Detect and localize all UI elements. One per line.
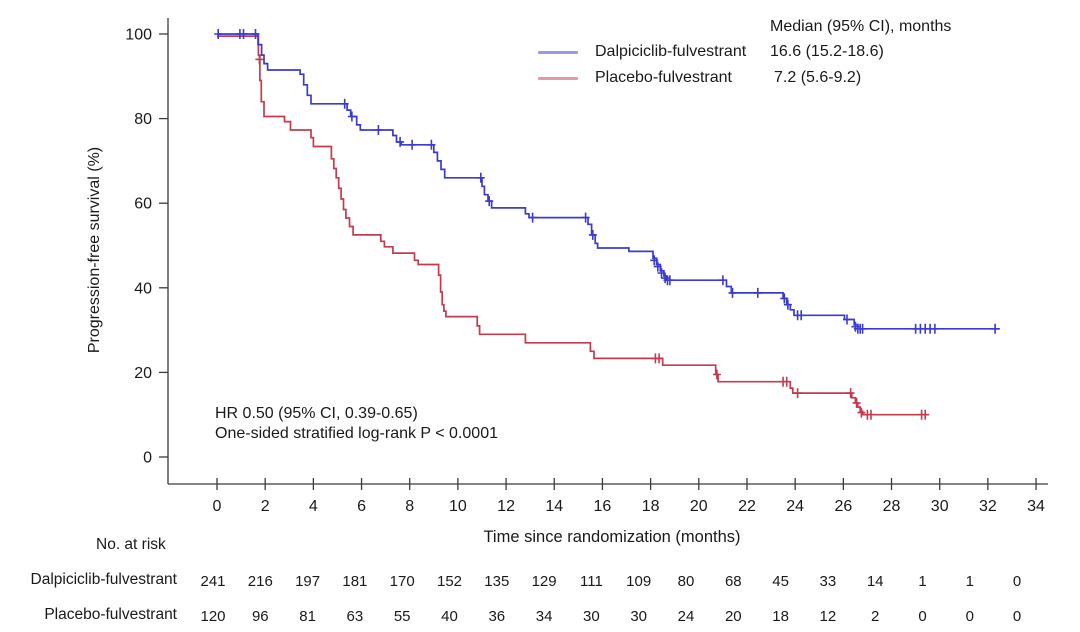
risk-count: 181 [342,573,367,590]
risk-count: 120 [200,608,225,625]
risk-row-label-placebo: Placebo-fulvestrant [44,606,177,623]
legend-median-dalpiciclib: 16.6 (15.2-18.6) [770,43,884,60]
legend-swatch-placebo [538,77,578,80]
legend-median-header: Median (95% CI), months [770,18,952,35]
y-tick-label: 100 [125,27,152,44]
x-tick-label: 4 [309,498,318,515]
x-tick-label: 18 [642,498,660,515]
risk-count: 1 [966,573,974,590]
legend-label-placebo: Placebo-fulvestrant [595,69,732,86]
x-tick-label: 34 [1027,498,1045,515]
risk-count: 0 [966,608,974,625]
censor-marks-dalpiciclib [214,29,1000,334]
risk-count: 12 [820,608,837,625]
x-tick-label: 12 [497,498,515,515]
y-axis-title: Progression-free survival (%) [86,146,103,354]
x-tick-label: 30 [931,498,949,515]
x-tick-label: 0 [213,498,222,515]
risk-count: 81 [299,608,316,625]
x-tick-label: 8 [405,498,414,515]
x-tick-label: 10 [449,498,467,515]
risk-count: 111 [580,573,603,590]
y-tick-label: 40 [134,280,152,297]
risk-count: 24 [678,608,695,625]
risk-count: 33 [820,573,837,590]
risk-count: 109 [626,573,651,590]
risk-count: 241 [200,573,225,590]
risk-count: 135 [484,573,509,590]
stats-annotation: HR 0.50 (95% CI, 0.39-0.65) One-sided st… [215,404,498,443]
hr-annotation: HR 0.50 (95% CI, 0.39-0.65) [215,405,418,422]
legend-label-dalpiciclib: Dalpiciclib-fulvestrant [595,43,747,60]
risk-count: 96 [252,608,269,625]
risk-table-title: No. at risk [96,536,166,553]
x-tick-label: 20 [690,498,708,515]
x-tick-label: 16 [594,498,612,515]
risk-count: 18 [772,608,789,625]
x-tick-label: 14 [545,498,563,515]
risk-count: 14 [867,573,884,590]
risk-count: 30 [630,608,647,625]
y-tick-label: 0 [143,450,152,467]
x-tick-label: 26 [834,498,852,515]
pvalue-annotation: One-sided stratified log-rank P < 0.0001 [215,424,498,442]
x-tick-label: 32 [979,498,997,515]
risk-count: 63 [347,608,364,625]
risk-count: 152 [437,573,462,590]
risk-count: 129 [532,573,557,590]
axes-lines [167,18,1048,485]
x-tick-label: 24 [786,498,804,515]
x-tick-label: 28 [883,498,901,515]
risk-count: 40 [441,608,458,625]
x-tick-label: 2 [261,498,270,515]
x-tick-label: 6 [357,498,366,515]
risk-count: 55 [394,608,411,625]
risk-count: 216 [248,573,273,590]
x-tick-label: 22 [738,498,756,515]
risk-row-label-dalpiciclib: Dalpiciclib-fulvestrant [30,571,177,588]
y-tick-label: 80 [134,111,152,128]
x-axis-title: Time since randomization (months) [483,528,741,546]
risk-count: 80 [678,573,695,590]
risk-count: 45 [772,573,789,590]
risk-count: 36 [488,608,505,625]
y-tick-label: 20 [134,365,152,382]
risk-count: 2 [871,608,879,625]
risk-count: 170 [390,573,415,590]
risk-count: 68 [725,573,742,590]
risk-count: 20 [725,608,742,625]
censor-marks-placebo [255,54,930,420]
risk-count: 0 [918,608,926,625]
risk-count: 1 [918,573,926,590]
legend-median-placebo: 7.2 (5.6-9.2) [774,69,862,86]
legend-swatch-dalpiciclib [538,51,578,54]
risk-count: 30 [583,608,600,625]
km-curve-placebo [217,35,927,416]
risk-count: 0 [1013,573,1021,590]
risk-count: 0 [1013,608,1021,625]
risk-count: 197 [295,573,320,590]
risk-count: 34 [536,608,553,625]
y-tick-label: 60 [134,196,152,213]
